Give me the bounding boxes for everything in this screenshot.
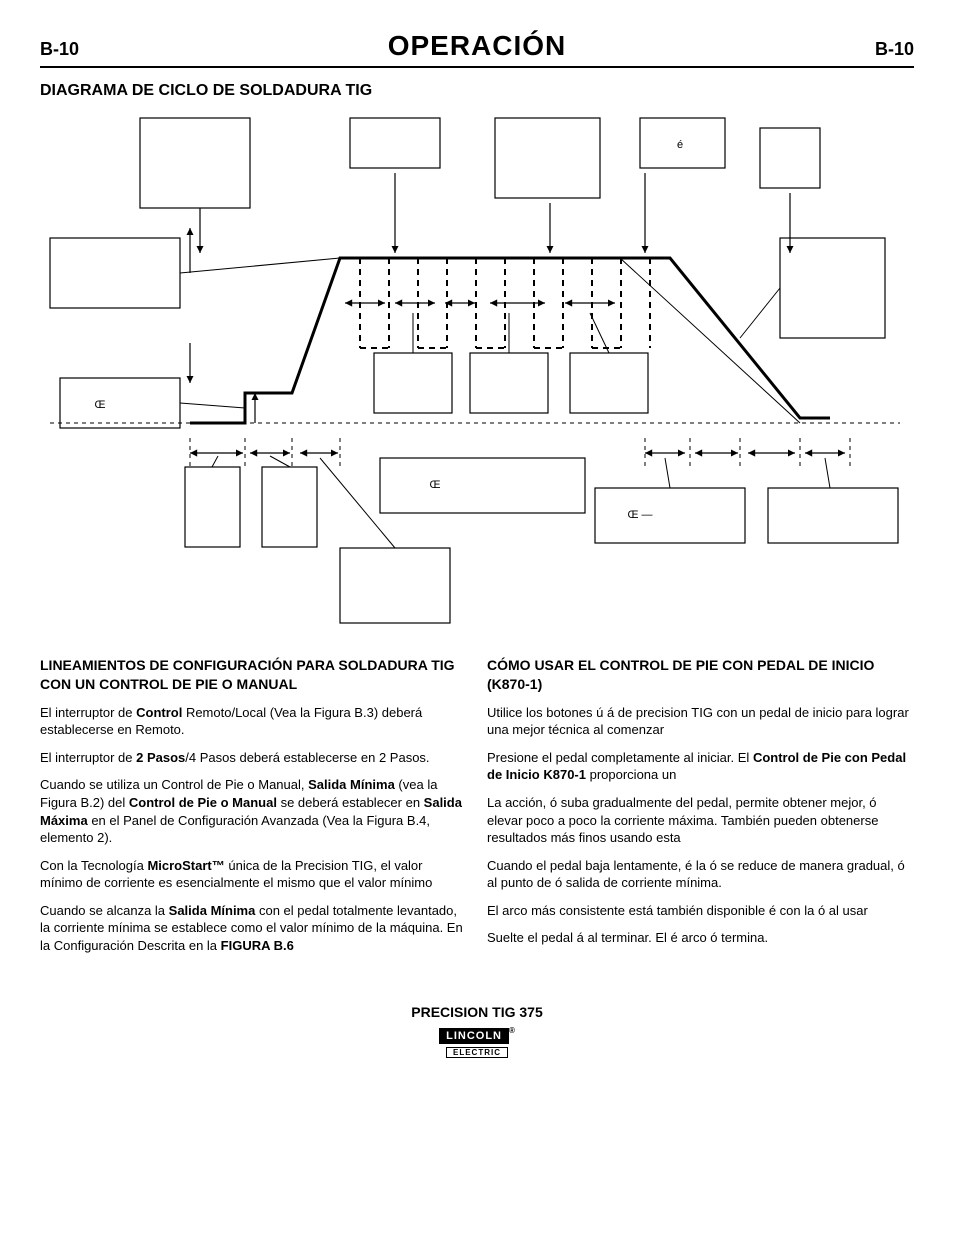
- downslope-box: [595, 488, 745, 543]
- leader: [212, 456, 218, 467]
- spot-off-box-label: Œ: [430, 479, 441, 491]
- fixed-post-box: [768, 488, 898, 543]
- page-footer: PRECISION TIG 375 LINCOLN® ELECTRIC: [40, 1004, 914, 1058]
- leader: [180, 258, 340, 273]
- left-p3: Cuando se utiliza un Control de Pie o Ma…: [40, 776, 467, 846]
- right-p5: El arco más consistente está también dis…: [487, 902, 914, 920]
- leader: [825, 458, 830, 488]
- brand-logo: LINCOLN® ELECTRIC: [439, 1026, 515, 1058]
- restrike-time-box-label: é: [677, 139, 683, 151]
- peak-duty-box: [570, 353, 648, 413]
- spot-on-box: [350, 118, 440, 168]
- postflow-box: [760, 128, 820, 188]
- left-column: LINEAMIENTOS DE CONFIGURACIÓN PARA SOLDA…: [40, 656, 467, 964]
- start-time-box: [140, 118, 250, 208]
- header-left: B-10: [40, 39, 79, 60]
- left-p2: El interruptor de 2 Pasos/4 Pasos deberá…: [40, 749, 467, 767]
- right-p1: Utilice los botones ú á de precision TIG…: [487, 704, 914, 739]
- left-p4: Con la Tecnología MicroStart™ única de l…: [40, 857, 467, 892]
- product-name: PRECISION TIG 375: [40, 1004, 914, 1020]
- right-p3: La acción, ó suba gradualmente del pedal…: [487, 794, 914, 847]
- brand-top: LINCOLN: [439, 1028, 509, 1044]
- fixed-up-box: [262, 467, 317, 547]
- pulse-freq-box: [374, 353, 452, 413]
- spot-off-box: [380, 458, 585, 513]
- leader: [270, 456, 290, 467]
- left-p5: Cuando se alcanza la Salida Mínima con e…: [40, 902, 467, 955]
- max-output-box: [50, 238, 180, 308]
- min-output-box: [60, 378, 180, 428]
- preflow-fixed-box: [185, 467, 240, 547]
- left-p1: El interruptor de Control Remoto/Local (…: [40, 704, 467, 739]
- header-title: OPERACIÓN: [388, 30, 567, 62]
- min-output-box-label: Œ: [95, 399, 106, 411]
- right-heading: CÓMO USAR EL CONTROL DE PIE CON PEDAL DE…: [487, 656, 914, 694]
- left-heading: LINEAMIENTOS DE CONFIGURACIÓN PARA SOLDA…: [40, 656, 467, 694]
- brand-bottom: ELECTRIC: [446, 1047, 508, 1058]
- diagram-title: DIAGRAMA DE CICLO DE SOLDADURA TIG: [40, 82, 914, 100]
- right-p2: Presione el pedal completamente al inici…: [487, 749, 914, 784]
- leader: [665, 458, 670, 488]
- cycle-diagram: Œé Œ Œ —: [40, 108, 914, 628]
- page-header: B-10 OPERACIÓN B-10: [40, 30, 914, 68]
- downslope-box-label: Œ —: [627, 509, 652, 521]
- header-right: B-10: [875, 39, 914, 60]
- registered-icon: ®: [509, 1026, 515, 1035]
- leader: [740, 288, 780, 338]
- bg-current-box: [470, 353, 548, 413]
- right-p4: Cuando el pedal baja lentamente, é la ó …: [487, 857, 914, 892]
- right-column: CÓMO USAR EL CONTROL DE PIE CON PEDAL DE…: [487, 656, 914, 964]
- fixed-restrike-box: [495, 118, 600, 198]
- right-p6: Suelte el pedal á al terminar. El é arco…: [487, 929, 914, 947]
- crater-box: [780, 238, 885, 338]
- leader: [180, 403, 245, 408]
- fixed-up2-box: [340, 548, 450, 623]
